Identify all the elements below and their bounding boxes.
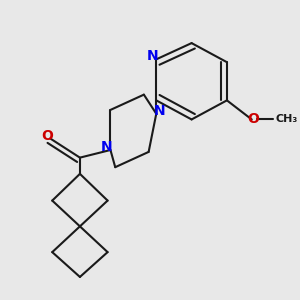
Text: O: O	[247, 112, 259, 126]
Text: CH₃: CH₃	[276, 115, 298, 124]
Text: O: O	[41, 129, 53, 143]
Text: N: N	[147, 49, 159, 63]
Text: N: N	[154, 104, 166, 118]
Text: N: N	[100, 140, 112, 154]
